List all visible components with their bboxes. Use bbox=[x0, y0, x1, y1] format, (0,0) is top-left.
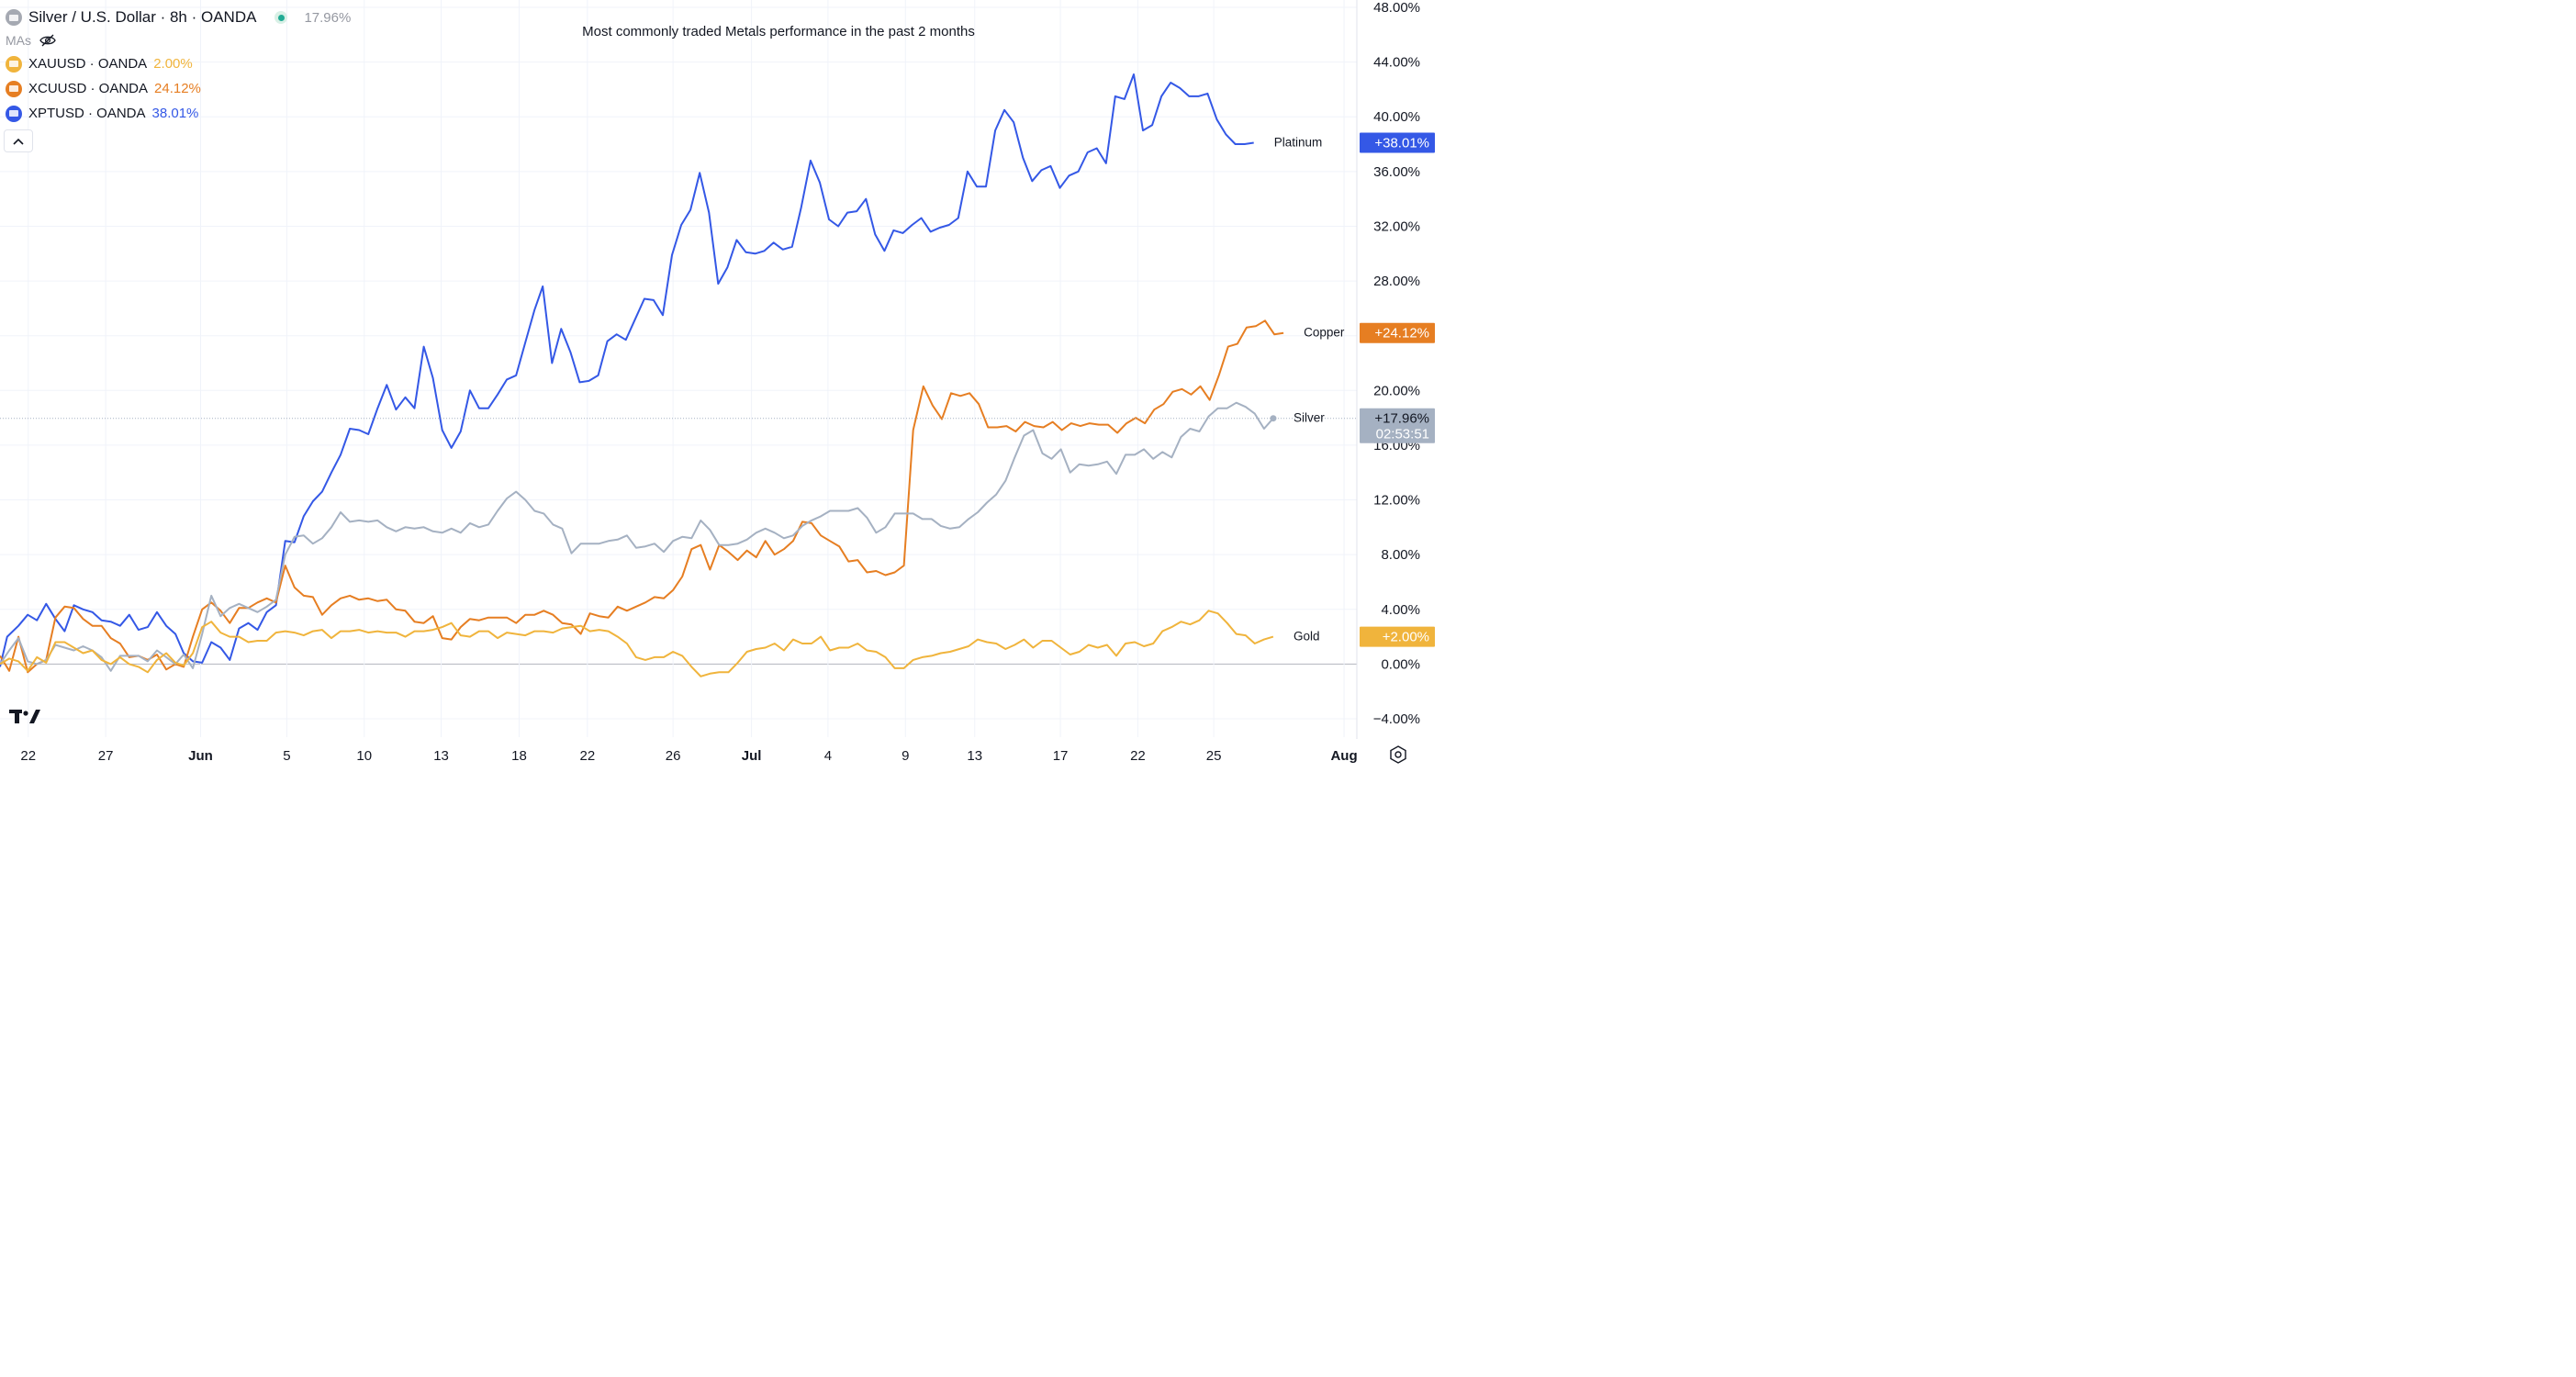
series-line-copper bbox=[0, 319, 1284, 674]
compare-symbol-label: XAUUSD · OANDA bbox=[28, 56, 148, 72]
main-symbol-change: 17.96% bbox=[304, 9, 352, 26]
price-scale-badge-value: +24.12% bbox=[1374, 326, 1429, 341]
x-tick-label: 4 bbox=[824, 748, 832, 764]
x-tick-label: 13 bbox=[967, 748, 982, 764]
y-axis[interactable]: −4.00%0.00%4.00%8.00%12.00%16.00%20.00%2… bbox=[1373, 0, 1420, 727]
y-tick-label: 20.00% bbox=[1373, 383, 1420, 398]
y-tick-label: 4.00% bbox=[1381, 602, 1420, 618]
price-scale-badge-value: +38.01% bbox=[1374, 136, 1429, 151]
compare-symbol-change: 24.12% bbox=[154, 81, 201, 96]
price-scale-badge-value: +2.00% bbox=[1383, 630, 1429, 645]
x-tick-label: 25 bbox=[1206, 748, 1222, 764]
copper-bars-icon bbox=[6, 80, 22, 97]
series-name-label: Copper bbox=[1304, 326, 1345, 340]
compare-symbol-label: XPTUSD · OANDA bbox=[28, 106, 146, 121]
x-axis: 22 27 Jun 5 10 13 18 22 26 Jul 4 9 13 17 22 25 Aug bbox=[20, 748, 1357, 764]
compare-symbol-row[interactable]: XPTUSD · OANDA 38.01% bbox=[6, 101, 351, 126]
tradingview-logo-icon[interactable] bbox=[9, 708, 40, 724]
price-scale-badge bbox=[1360, 132, 1435, 153]
chart-title: Most commonly traded Metals performance … bbox=[582, 24, 975, 39]
gold-bars-icon bbox=[6, 55, 22, 73]
x-tick-label: 17 bbox=[1053, 748, 1069, 764]
main-symbol-row[interactable]: Silver / U.S. Dollar · 8h · OANDA 17.96% bbox=[6, 6, 351, 29]
x-tick-label: 22 bbox=[1130, 748, 1146, 764]
x-tick-label: Aug bbox=[1330, 748, 1357, 764]
bar-countdown-timer: 02:53:51 bbox=[1376, 427, 1429, 442]
y-tick-label: 48.00% bbox=[1373, 0, 1420, 16]
platinum-bars-icon bbox=[6, 105, 22, 122]
x-tick-label: 13 bbox=[433, 748, 449, 764]
series-lines bbox=[0, 73, 1357, 677]
series-name-label: Silver bbox=[1294, 411, 1325, 425]
y-tick-label: 44.00% bbox=[1373, 55, 1420, 71]
compare-symbol-row[interactable]: XAUUSD · OANDA 2.00% bbox=[6, 51, 351, 76]
x-tick-label: 10 bbox=[356, 748, 372, 764]
x-tick-label: 5 bbox=[283, 748, 290, 764]
x-tick-label: 9 bbox=[902, 748, 909, 764]
series-labels: Platinum +38.01% Copper +24.12% Silver +17.96… bbox=[1274, 132, 1435, 647]
y-tick-label: 36.00% bbox=[1373, 164, 1420, 180]
y-tick-label: 40.00% bbox=[1373, 109, 1420, 125]
market-open-icon bbox=[274, 11, 288, 24]
x-tick-label: 22 bbox=[20, 748, 36, 764]
y-tick-label: −4.00% bbox=[1373, 711, 1420, 727]
compare-symbol-row[interactable]: XCUUSD · OANDA 24.12% bbox=[6, 76, 351, 101]
mas-label: MAs bbox=[6, 33, 31, 48]
main-symbol-title: Silver / U.S. Dollar · 8h · OANDA bbox=[28, 8, 257, 26]
price-scale-badge bbox=[1360, 322, 1435, 343]
gear-icon[interactable] bbox=[1389, 745, 1407, 764]
y-tick-label: 12.00% bbox=[1373, 493, 1420, 509]
series-name-label: Platinum bbox=[1274, 136, 1323, 150]
price-scale-badge bbox=[1360, 626, 1435, 647]
compare-symbol-change: 38.01% bbox=[151, 106, 199, 121]
series-line-silver bbox=[0, 401, 1274, 672]
grid-lines bbox=[0, 0, 1358, 739]
chart-legend: Silver / U.S. Dollar · 8h · OANDA 17.96%… bbox=[6, 6, 351, 126]
chart-canvas[interactable]: 22 27 Jun 5 10 13 18 22 26 Jul 4 9 13 17 22 25 Aug −4.00… bbox=[0, 0, 1439, 765]
series-line-platinum bbox=[0, 73, 1254, 667]
series-name-label: Gold bbox=[1294, 630, 1320, 644]
y-tick-label: 8.00% bbox=[1381, 547, 1420, 563]
compare-symbol-change: 2.00% bbox=[153, 56, 193, 72]
series-line-gold bbox=[0, 610, 1274, 677]
y-tick-label: 0.00% bbox=[1381, 656, 1420, 672]
x-tick-label: 18 bbox=[511, 748, 527, 764]
x-tick-label: 27 bbox=[98, 748, 114, 764]
collapse-legend-button[interactable] bbox=[4, 129, 33, 152]
chevron-up-icon bbox=[13, 138, 24, 145]
price-scale-badge-value: +17.96% bbox=[1374, 411, 1429, 427]
x-tick-label: 22 bbox=[579, 748, 595, 764]
silver-bars-icon bbox=[6, 9, 22, 26]
compare-symbol-label: XCUUSD · OANDA bbox=[28, 81, 149, 96]
mas-row[interactable]: MAs bbox=[6, 29, 351, 51]
x-tick-label: Jun bbox=[188, 748, 213, 764]
x-tick-label: 26 bbox=[666, 748, 681, 764]
y-tick-label: 28.00% bbox=[1373, 274, 1420, 289]
y-tick-label: 32.00% bbox=[1373, 218, 1420, 234]
eye-off-icon[interactable] bbox=[39, 34, 56, 47]
x-tick-label: Jul bbox=[742, 748, 762, 764]
last-price-dot bbox=[1270, 415, 1277, 422]
price-scale-badge bbox=[1360, 408, 1435, 443]
